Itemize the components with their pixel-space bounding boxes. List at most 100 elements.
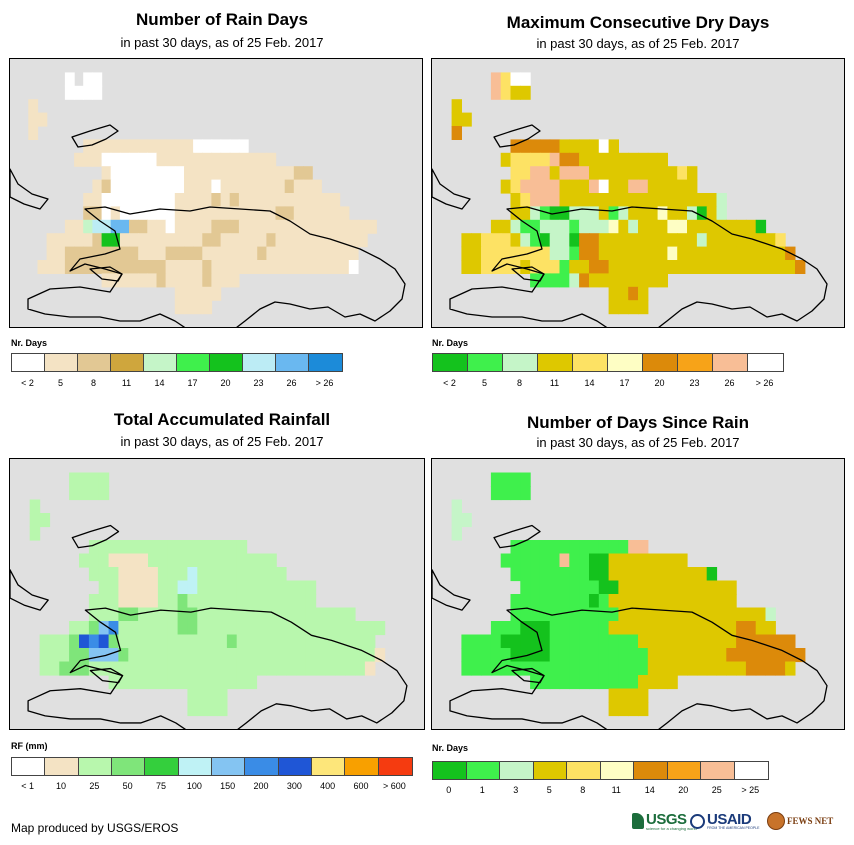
grid-cell	[539, 567, 551, 582]
grid-cell	[257, 152, 267, 167]
grid-cell	[257, 219, 267, 234]
grid-cell	[266, 553, 277, 568]
grid-cell	[325, 634, 336, 649]
grid-cell	[101, 152, 112, 167]
grid-cell	[589, 152, 600, 167]
grid-cell	[638, 607, 649, 622]
grid-cell	[471, 661, 482, 676]
grid-cell	[284, 219, 295, 234]
grid-cell	[598, 152, 610, 167]
grid-cell	[275, 166, 286, 181]
grid-cell	[471, 648, 482, 663]
total-rainfall-map	[9, 458, 425, 730]
grid-cell	[59, 661, 70, 676]
grid-cell	[618, 594, 629, 609]
grid-cell	[69, 486, 80, 501]
grid-cell	[598, 139, 610, 154]
legend-swatch	[210, 354, 243, 371]
grid-cell	[530, 580, 541, 595]
grid-cell	[293, 246, 304, 261]
grid-cell	[312, 233, 322, 248]
grid-cell	[187, 567, 198, 582]
grid-cell	[202, 206, 213, 221]
grid-cell	[197, 594, 208, 609]
grid-cell	[197, 648, 208, 663]
grid-cell	[138, 594, 149, 609]
grid-cell	[765, 233, 776, 248]
grid-cell	[293, 206, 304, 221]
grid-cell	[220, 273, 231, 288]
grid-cell	[589, 580, 600, 595]
grid-cell	[229, 219, 240, 234]
grid-cell	[745, 607, 757, 622]
grid-cell	[569, 139, 580, 154]
grid-cell	[559, 580, 570, 595]
grid-cell	[618, 166, 629, 181]
grid-cell	[138, 540, 149, 555]
grid-cell	[657, 580, 668, 595]
grid-cell	[579, 621, 590, 636]
grid-cell	[677, 260, 688, 274]
grid-cell	[618, 675, 629, 690]
grid-cell	[330, 193, 341, 207]
grid-cell	[305, 661, 317, 676]
grid-cell	[716, 193, 727, 207]
days-since-rain-map	[431, 458, 845, 730]
legend-label: 100	[186, 781, 202, 791]
grid-cell	[628, 607, 639, 622]
grid-cell	[197, 675, 208, 690]
grid-cell	[638, 219, 649, 234]
grid-cell	[559, 540, 570, 555]
grid-cell	[335, 634, 346, 649]
grid-cell	[339, 260, 350, 274]
grid-cell	[148, 648, 159, 663]
grid-cell	[167, 553, 179, 568]
grid-cell	[647, 634, 659, 649]
grid-cell	[638, 233, 649, 248]
grid-cell	[248, 219, 258, 234]
grid-cell	[696, 621, 708, 636]
grid-cell	[628, 580, 639, 595]
map-canvas	[432, 472, 828, 729]
grid-cell	[28, 112, 39, 127]
grid-cell	[647, 648, 659, 663]
grid-cell	[79, 472, 90, 487]
grid-cell	[608, 567, 619, 582]
grid-cell	[785, 260, 796, 274]
grid-cell	[147, 246, 158, 261]
legend-label: 5	[546, 785, 552, 795]
grid-cell	[589, 206, 600, 221]
grid-cell	[69, 634, 80, 649]
grid-cell	[569, 661, 580, 676]
grid-cell	[647, 553, 659, 568]
grid-cell	[187, 634, 198, 649]
grid-cell	[119, 206, 130, 221]
grid-cell	[92, 246, 103, 261]
grid-cell	[187, 553, 198, 568]
grid-cell	[118, 634, 129, 649]
grid-cell	[677, 661, 688, 676]
grid-cell	[246, 661, 258, 676]
grid-cell	[286, 580, 297, 595]
grid-cell	[79, 553, 90, 568]
grid-cell	[598, 273, 610, 288]
grid-cell	[520, 233, 531, 248]
grid-cell	[46, 260, 57, 274]
grid-cell	[696, 206, 708, 221]
grid-cell	[128, 634, 139, 649]
grid-cell	[197, 702, 208, 717]
grid-cell	[129, 193, 139, 207]
grid-cell	[471, 634, 482, 649]
grid-cell	[202, 219, 213, 234]
grid-cell	[618, 688, 629, 703]
grid-cell	[559, 193, 570, 207]
grid-cell	[736, 260, 747, 274]
grid-cell	[726, 634, 737, 649]
grid-cell	[266, 661, 277, 676]
grid-cell	[549, 634, 561, 649]
grid-cell	[211, 246, 222, 261]
grid-cell	[579, 675, 590, 690]
grid-cell	[677, 246, 688, 261]
grid-cell	[207, 607, 218, 622]
grid-cell	[157, 648, 169, 663]
